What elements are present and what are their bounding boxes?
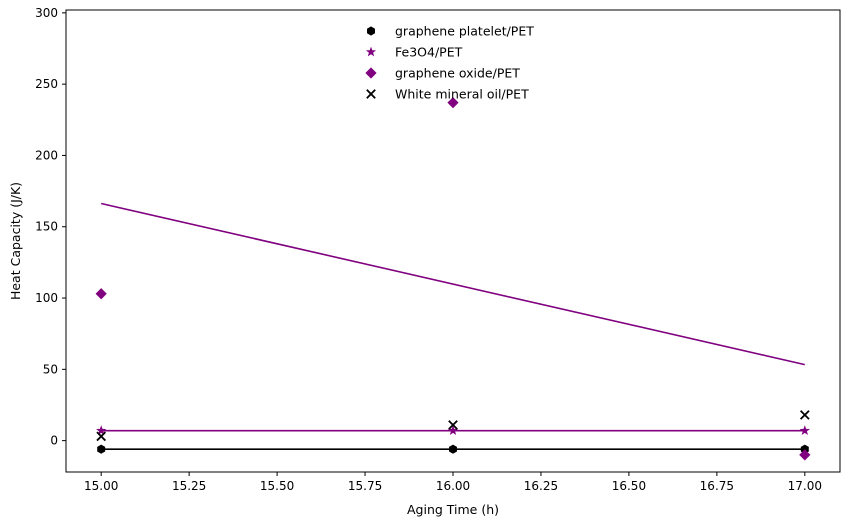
x-tick-label: 16.25 [524,479,558,493]
legend-item: White mineral oil/PET [366,87,529,102]
y-tick-label: 150 [35,220,58,234]
x-tick-label: 16.00 [436,479,470,493]
legend: graphene platelet/PET Fe3O4/PET graphene o… [365,24,534,102]
data-point-series-3-0 [96,431,107,442]
legend-marker [366,89,376,99]
x-tick-label: 16.75 [700,479,734,493]
x-tick-label: 16.50 [612,479,646,493]
data-point-series-0-0 [97,444,106,454]
y-tick-label: 200 [35,148,58,162]
data-point-series-1-1 [447,425,459,436]
x-tick-label: 15.25 [172,479,206,493]
data-point-series-0-1 [449,444,457,454]
legend-item: graphene platelet/PET [367,24,534,39]
y-axis: 0 50 100 150 200 250 300 [35,6,66,448]
x-tick-label: 15.50 [260,479,294,493]
data-point-series-3-1 [448,420,458,430]
x-tick-label: 15.00 [84,479,118,493]
y-axis-label: Heat Capacity (J/K) [8,182,23,300]
legend-marker [365,46,377,57]
x-tick-label: 15.75 [348,479,382,493]
legend-marker [365,67,377,79]
legend-item: graphene oxide/PET [365,66,520,81]
y-tick-label: 250 [35,77,58,91]
fit-line-series-2 [101,202,805,366]
x-axis: 15.00 15.25 15.50 15.75 16.00 16.25 16.50 16.75… [84,472,822,493]
y-tick-label: 300 [35,6,58,20]
data-point-series-1-0 [96,425,107,436]
legend-label: White mineral oil/PET [395,87,529,102]
legend-label: graphene oxide/PET [395,66,520,81]
y-tick-label: 100 [35,291,58,305]
data-point-series-1-2 [799,425,810,436]
data-point-series-3-2 [799,410,810,420]
legend-label: graphene platelet/PET [395,24,534,39]
x-tick-label: 17.00 [788,479,822,493]
data-point-series-2-1 [447,97,459,109]
data-markers [95,97,811,461]
y-tick-label: 0 [50,434,58,448]
legend-label: Fe3O4/PET [395,45,463,60]
legend-marker [367,26,375,36]
legend-item: Fe3O4/PET [365,45,463,60]
data-point-series-2-2 [799,449,811,461]
data-point-series-2-0 [95,288,107,300]
x-axis-label: Aging Time (h) [407,502,499,517]
y-tick-label: 50 [43,362,58,376]
